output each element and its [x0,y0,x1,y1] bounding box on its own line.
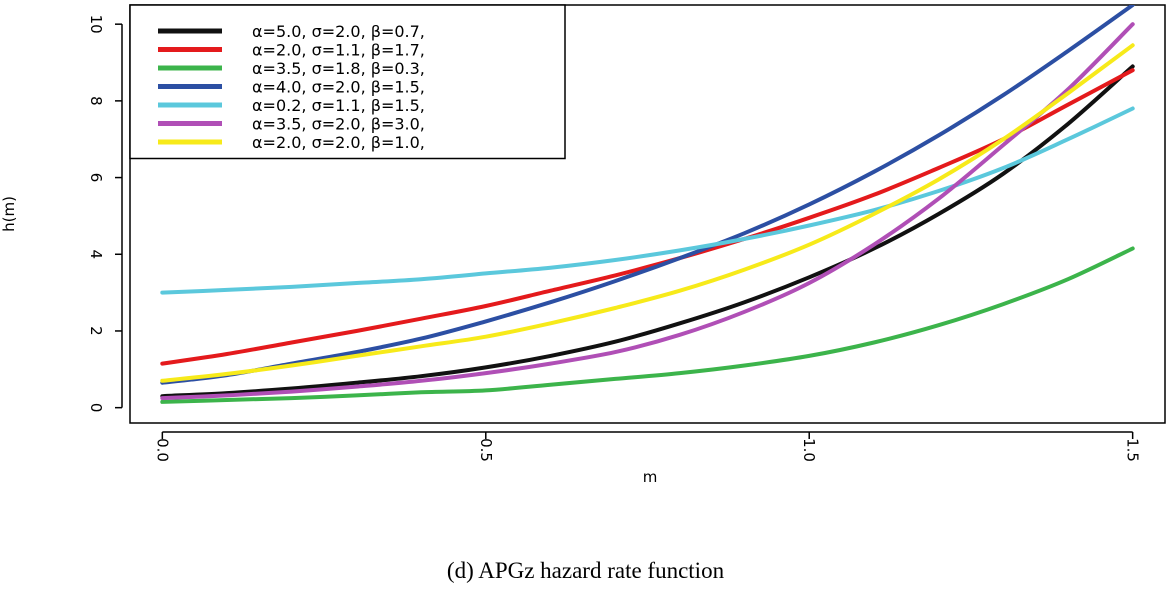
series-line-1 [160,64,1135,399]
legend-label-5: α=0.2, σ=1.1, β=1.5, [252,96,425,115]
figure-caption: (d) APGz hazard rate function [446,558,725,583]
y-tick-label: 8 [87,96,105,106]
legend-label-2: α=2.0, σ=1.1, β=1.7, [252,41,425,60]
series-line-5 [160,106,1135,295]
plot-area [160,5,1135,404]
hazard-rate-chart: 0.0 0.5 1.0 1.5 0 2 4 6 8 10 m h(m) α=5.0, σ=2.0… [0,4,1166,486]
legend-label-3: α=3.5, σ=1.8, β=0.3, [252,59,425,78]
legend-label-6: α=3.5, σ=2.0, β=3.0, [252,115,425,134]
x-tick-label: 0.5 [477,438,495,462]
y-tick-label: 2 [87,326,105,336]
x-tick-label: 1.5 [1124,438,1142,462]
series-line-2 [160,68,1135,366]
series-line-6 [160,22,1135,401]
legend-label-4: α=4.0, σ=2.0, β=1.5, [252,78,425,97]
series-line-3 [160,246,1135,404]
series-line-7 [160,43,1135,383]
x-axis-title: m [643,468,658,486]
legend-label-7: α=2.0, σ=2.0, β=1.0, [252,133,425,152]
y-axis-title: h(m) [0,196,18,232]
y-axis: 0 2 4 6 8 10 [87,15,123,413]
x-tick-label: 1.0 [800,438,818,462]
plot-frame [129,4,1166,424]
legend: α=5.0, σ=2.0, β=0.7,α=2.0, σ=1.1, β=1.7,… [129,4,566,160]
y-tick-label: 0 [87,403,105,413]
series-line-4 [160,5,1135,385]
x-axis: 0.0 0.5 1.0 1.5 [153,431,1142,462]
y-tick-label: 6 [87,173,105,183]
legend-label-1: α=5.0, σ=2.0, β=0.7, [252,22,425,41]
x-tick-label: 0.0 [153,438,171,462]
y-tick-label: 10 [87,15,105,34]
y-tick-label: 4 [87,249,105,259]
